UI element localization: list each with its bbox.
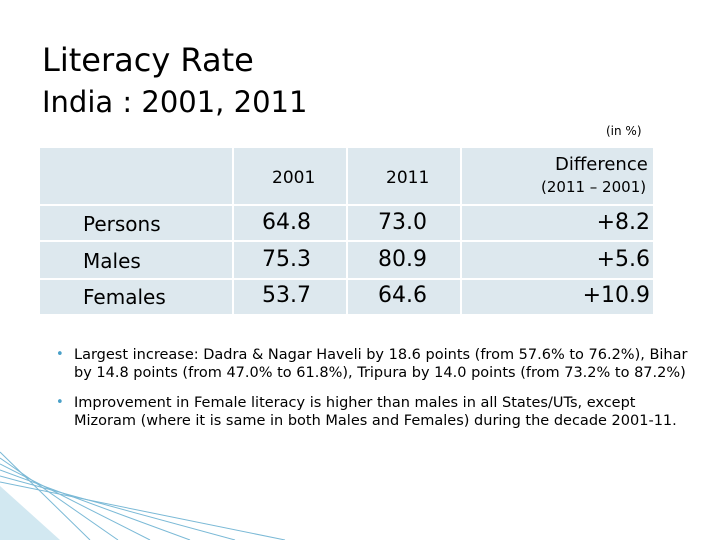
- list-item: • Largest increase: Dadra & Nagar Haveli…: [56, 346, 696, 382]
- row-label: Males: [83, 249, 141, 273]
- bullet-icon: •: [56, 347, 64, 362]
- header-difference-range: (2011 – 2001): [541, 178, 647, 196]
- table-row: Females 53.7 64.6 +10.9: [40, 280, 653, 314]
- value-2001: 75.3: [262, 247, 311, 272]
- bullet-text: Improvement in Female literacy is higher…: [74, 395, 677, 429]
- list-item: • Improvement in Female literacy is high…: [56, 394, 696, 430]
- header-2011: 2011: [386, 168, 430, 188]
- header-cell-blank: [40, 148, 232, 204]
- unit-note: (in %): [606, 124, 642, 138]
- bullet-text: Largest increase: Dadra & Nagar Haveli b…: [74, 347, 688, 381]
- table-row: Persons 64.8 73.0 +8.2: [40, 206, 653, 240]
- value-2011: 80.9: [378, 247, 427, 272]
- header-difference: Difference: [555, 154, 648, 175]
- value-2011: 64.6: [378, 283, 427, 308]
- header-cell-difference: Difference (2011 – 2001): [462, 148, 653, 204]
- literacy-table: 2001 2011 Difference (2011 – 2001) Perso…: [40, 148, 653, 314]
- bullet-list: • Largest increase: Dadra & Nagar Haveli…: [56, 346, 696, 442]
- value-2001: 53.7: [262, 283, 311, 308]
- header-cell-2011: 2011: [348, 148, 460, 204]
- page-title: Literacy Rate: [42, 41, 254, 79]
- value-difference: +10.9: [582, 283, 650, 308]
- value-2001: 64.8: [262, 210, 311, 235]
- page-subtitle: India : 2001, 2011: [42, 85, 308, 119]
- header-2001: 2001: [272, 168, 316, 188]
- table-row: Males 75.3 80.9 +5.6: [40, 242, 653, 278]
- row-label: Persons: [83, 212, 161, 236]
- value-2011: 73.0: [378, 210, 427, 235]
- value-difference: +8.2: [596, 210, 650, 235]
- value-difference: +5.6: [596, 247, 650, 272]
- table-header-row: 2001 2011 Difference (2011 – 2001): [40, 148, 653, 204]
- row-label: Females: [83, 285, 166, 309]
- header-cell-2001: 2001: [234, 148, 346, 204]
- bullet-icon: •: [56, 395, 64, 410]
